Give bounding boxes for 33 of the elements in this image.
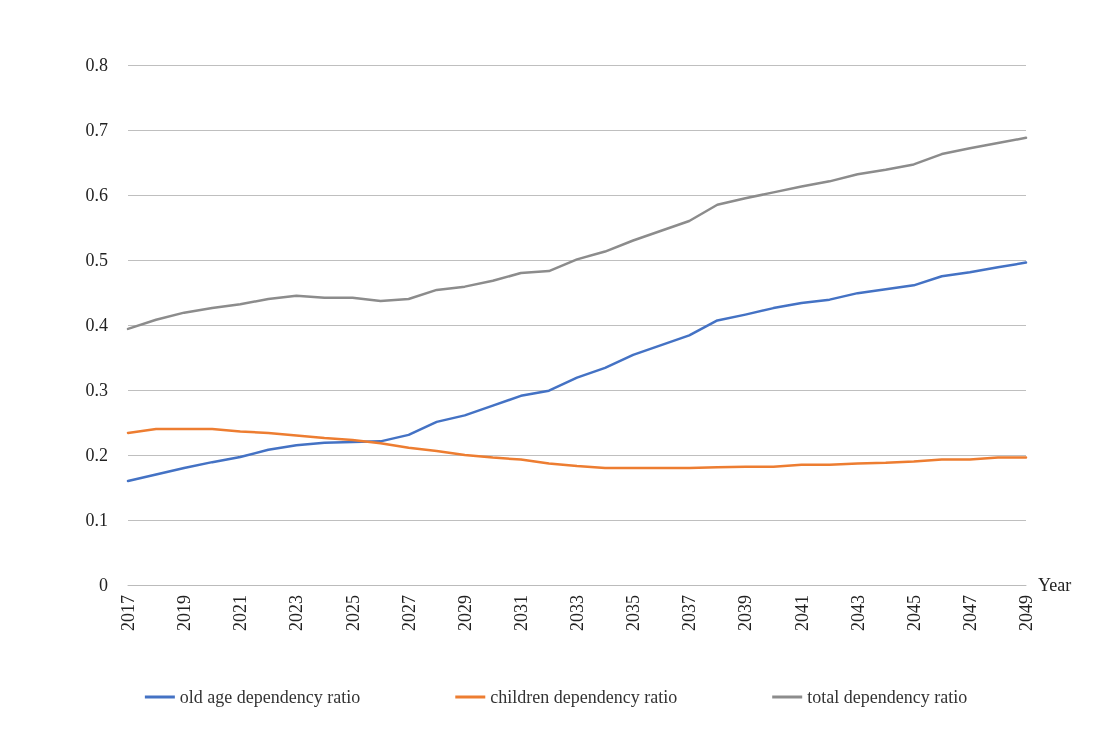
line-series [126,136,1028,331]
x-tick-label: 2023 [286,595,307,631]
x-tick-label: 2033 [567,595,587,631]
y-tick-label: 0.8 [85,55,108,75]
x-tick-label: 2017 [118,595,138,631]
x-tick-label: 2029 [454,595,475,631]
y-tick-label: 0 [99,575,108,595]
line-series [126,427,1028,470]
x-tick-label: 2049 [1016,595,1036,631]
x-tick-label: 2019 [174,595,195,631]
x-tick-label: 2043 [847,595,868,631]
y-tick-label: 0.2 [85,445,108,465]
line-series [126,261,1028,483]
x-tick-label: 2035 [623,595,644,631]
y-tick-label: 0.6 [85,185,108,205]
x-tick-label: 2025 [342,595,363,631]
y-tick-label: 0.4 [85,315,108,335]
legend-label: children dependency ratio [490,687,678,707]
legend-label: old age dependency ratio [179,687,361,707]
y-tick-label: 0.5 [85,250,108,270]
y-tick-label: 0.3 [85,380,108,400]
y-tick-label: 0.1 [85,510,108,530]
x-tick-label: 2021 [230,595,251,631]
x-tick-label: 2041 [791,595,812,631]
x-tick-label: 2037 [679,595,700,631]
x-tick-label: 2047 [959,595,980,631]
x-axis-title: Year [1038,575,1072,595]
y-tick-label: 0.7 [85,120,108,140]
x-tick-label: 2039 [735,595,756,631]
x-tick-label: 2027 [398,595,419,631]
x-tick-label: 2045 [903,595,924,631]
x-tick-label: 2031 [510,595,531,631]
legend-label: total dependency ratio [807,687,968,707]
